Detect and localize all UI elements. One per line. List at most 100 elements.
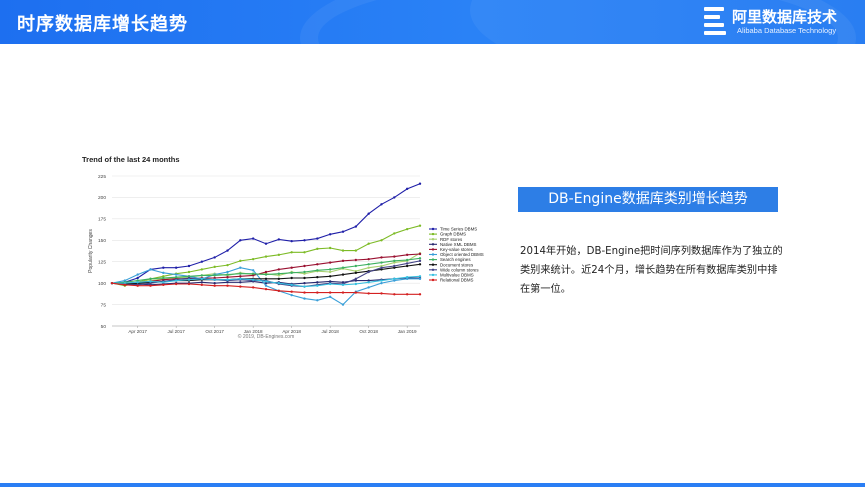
data-point <box>341 291 345 294</box>
data-point <box>303 239 306 242</box>
data-point <box>162 275 165 278</box>
legend-label: Search engines <box>440 257 471 262</box>
data-point <box>149 281 152 285</box>
data-point <box>213 284 216 287</box>
data-point <box>226 281 229 284</box>
data-point <box>341 273 345 276</box>
data-point <box>393 264 396 268</box>
data-point <box>328 280 332 283</box>
data-point <box>277 281 281 285</box>
data-point <box>213 281 216 285</box>
data-point <box>354 291 358 294</box>
data-point <box>123 283 127 287</box>
data-point <box>251 278 255 281</box>
x-tick-label: Oct 2018 <box>359 329 378 334</box>
data-point <box>354 225 358 228</box>
data-point <box>200 283 204 287</box>
data-point <box>290 271 293 275</box>
data-point <box>290 276 293 280</box>
data-point <box>162 281 165 284</box>
logo-subtitle: Alibaba Database Technology <box>737 26 837 35</box>
data-point <box>328 246 332 250</box>
series-lines <box>110 182 422 306</box>
data-point <box>393 266 396 269</box>
data-point <box>136 284 139 287</box>
data-point <box>200 260 204 263</box>
x-tick-label: Jul 2018 <box>321 329 339 334</box>
data-point <box>380 264 383 268</box>
data-point <box>277 274 281 277</box>
y-tick-label: 175 <box>98 217 106 223</box>
data-point <box>405 293 409 296</box>
data-point <box>303 285 306 288</box>
data-point <box>341 249 345 252</box>
y-tick-label: 75 <box>101 302 107 308</box>
data-point <box>187 275 191 278</box>
data-point <box>251 257 255 261</box>
data-point <box>264 273 268 276</box>
data-point <box>405 264 409 268</box>
data-point <box>174 282 178 286</box>
legend-label: RDF stores <box>440 237 463 242</box>
data-point <box>341 230 345 233</box>
legend-label: Multivalue DBMS <box>440 273 474 278</box>
data-point <box>226 278 229 281</box>
logo-text: 阿里数据库技术 <box>732 8 838 26</box>
data-point <box>251 237 255 240</box>
data-point <box>264 280 268 283</box>
y-tick-label: 150 <box>98 238 106 244</box>
data-point <box>187 276 191 280</box>
data-point <box>264 281 268 285</box>
data-point <box>354 279 358 282</box>
y-tick-label: 50 <box>101 324 107 330</box>
chart-title: Trend of the last 24 months <box>82 155 180 164</box>
data-point <box>367 266 370 269</box>
data-point <box>418 293 422 296</box>
data-point <box>239 259 242 263</box>
data-point <box>367 263 370 266</box>
data-point <box>393 279 396 282</box>
data-point <box>162 278 165 281</box>
data-point <box>418 263 422 266</box>
y-tick-label: 200 <box>98 195 106 201</box>
data-point <box>316 247 319 251</box>
data-point <box>316 284 319 287</box>
legend-label: Wide column stores <box>440 267 479 272</box>
y-axis-label: Popularity Changes <box>88 229 94 273</box>
data-point <box>380 292 383 295</box>
data-point <box>226 273 229 276</box>
data-point <box>393 255 396 258</box>
data-point <box>251 286 255 289</box>
data-point <box>174 275 178 279</box>
x-tick-label: Apr 2017 <box>128 329 147 334</box>
legend-label: Key-value stores <box>440 247 474 252</box>
data-point <box>200 274 204 277</box>
data-point <box>367 270 370 274</box>
data-point <box>316 263 319 266</box>
data-point <box>405 227 409 231</box>
data-point <box>149 277 152 281</box>
data-point <box>380 266 383 269</box>
data-point <box>328 268 332 271</box>
data-point <box>239 285 242 288</box>
data-point <box>200 281 204 284</box>
y-tick-label: 125 <box>98 260 106 266</box>
grid-lines <box>112 175 420 327</box>
data-point <box>162 276 165 280</box>
data-point <box>367 292 370 295</box>
header-bar: 时序数据库增长趋势 阿里数据库技术 Alibaba Database Techn… <box>0 0 865 44</box>
data-point <box>405 275 409 279</box>
data-point <box>239 266 242 269</box>
data-point <box>162 271 165 275</box>
data-point <box>341 259 345 263</box>
data-point <box>277 238 281 241</box>
logo-icon <box>704 7 726 35</box>
data-point <box>303 291 306 294</box>
legend-marker <box>431 263 435 266</box>
data-point <box>303 270 306 274</box>
data-point <box>136 279 139 282</box>
data-point <box>328 275 332 278</box>
data-point <box>226 249 229 252</box>
data-point <box>418 224 422 227</box>
data-point <box>316 299 319 302</box>
